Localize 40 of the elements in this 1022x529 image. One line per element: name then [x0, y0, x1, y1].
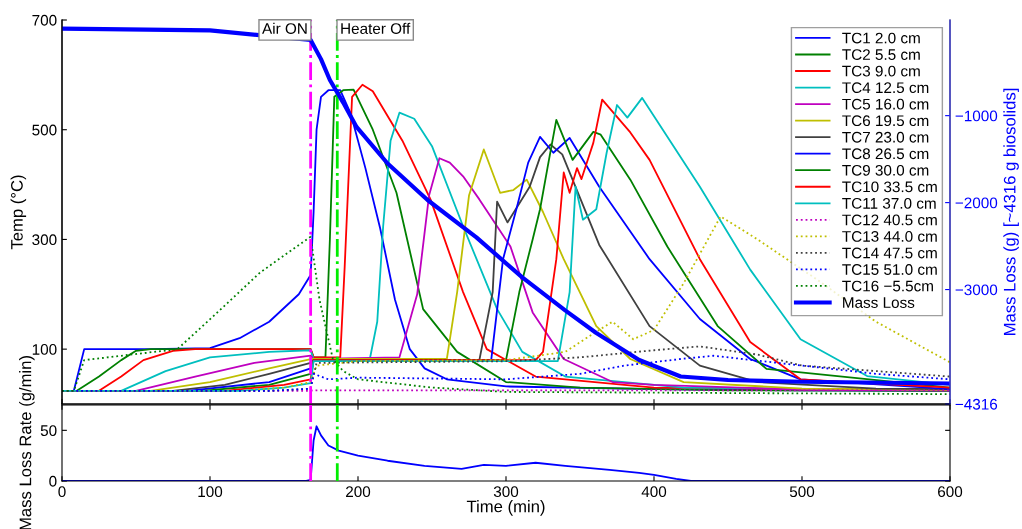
x-tick-label: 0: [58, 486, 66, 498]
legend-label: TC1 2.0 cm: [842, 32, 920, 44]
legend-label: TC16 −5.5cm: [842, 280, 933, 292]
x-tick-label: 400: [641, 486, 667, 498]
y-tick-label: 50: [40, 425, 57, 437]
legend-label: TC12 40.5 cm: [842, 214, 937, 226]
y-tick-label: 300: [32, 234, 57, 246]
ref-line-label: Heater Off: [341, 22, 411, 34]
legend-label: Mass Loss: [843, 297, 915, 308]
y2-tick-label: −2000: [955, 197, 998, 209]
legend-label: TC8 26.5 cm: [842, 148, 929, 160]
y2-tick-label: −4316: [955, 398, 998, 410]
x-tick-label: 500: [789, 486, 815, 498]
legend-label: TC6 19.5 cm: [842, 115, 929, 127]
y-tick-label: 700: [32, 14, 57, 26]
legend-label: TC3 9.0 cm: [842, 65, 920, 77]
x-tick-label: 200: [346, 486, 371, 498]
legend-label: TC9 30.0 cm: [842, 164, 929, 176]
y-axis-title: Mass Loss Rate (g/min): [19, 356, 35, 529]
y2-tick-label: −1000: [955, 110, 998, 122]
x-tick-label: 300: [493, 486, 519, 498]
legend-label: TC11 37.0 cm: [842, 197, 936, 209]
y2-axis-title: Mass Loss (g) [~4316 g biosolids]: [1003, 88, 1019, 335]
y-tick-label: 0: [49, 475, 57, 487]
legend-label: TC7 23.0 cm: [842, 131, 929, 143]
y-tick-label: 500: [32, 124, 57, 136]
ref-line-label: Air ON: [262, 22, 307, 34]
legend-label: TC5 16.0 cm: [842, 98, 929, 110]
x-axis-title: Time (min): [466, 500, 545, 516]
x-tick-label: 100: [198, 486, 223, 498]
y2-tick-label: −3000: [955, 284, 998, 296]
legend-label: TC10 33.5 cm: [842, 181, 937, 193]
legend-label: TC4 12.5 cm: [842, 82, 929, 94]
x-tick-label: 600: [938, 486, 963, 498]
y-tick-label: 100: [32, 344, 57, 355]
y-axis-title: Temp (°C): [10, 175, 27, 250]
legend-label: TC13 44.0 cm: [842, 231, 937, 242]
legend-label: TC2 5.5 cm: [842, 49, 920, 60]
legend-label: TC15 51.0 cm: [842, 264, 937, 275]
legend-label: TC14 47.5 cm: [842, 247, 937, 259]
